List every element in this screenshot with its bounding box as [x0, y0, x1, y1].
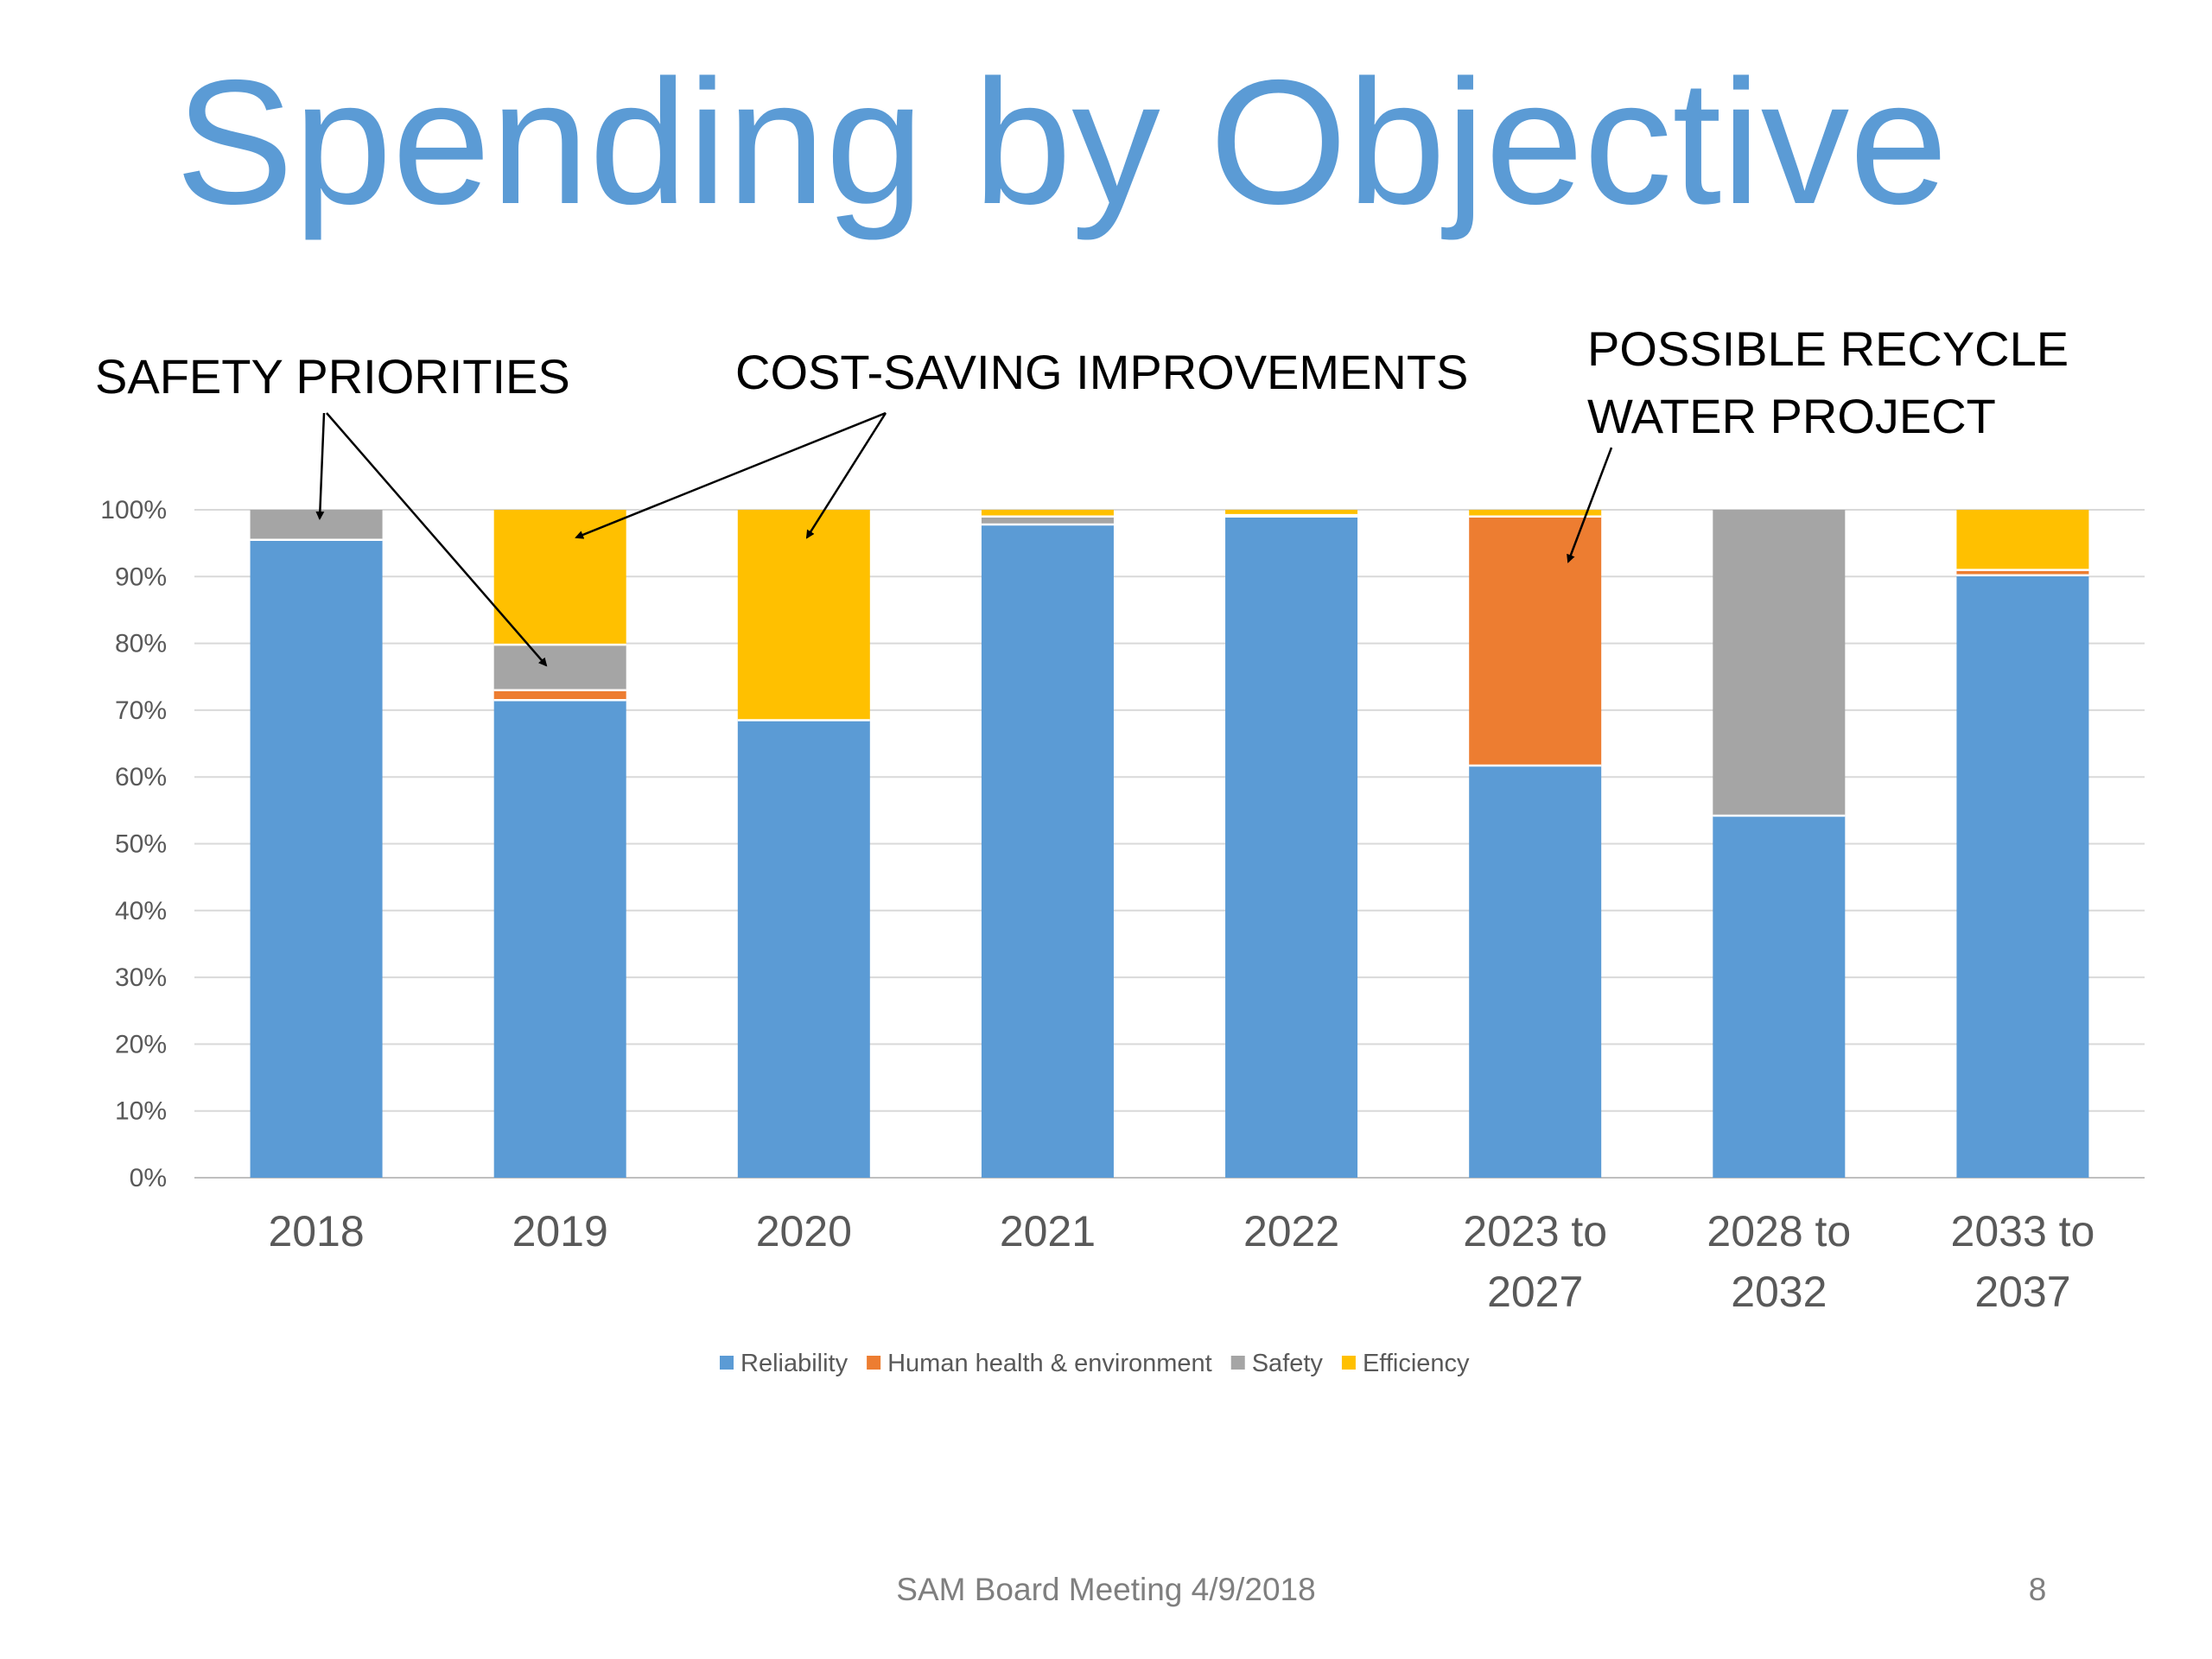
bar-reliability-2022: [1225, 516, 1358, 1178]
x-tick-label: 2021: [1000, 1207, 1096, 1255]
stacked-bar-chart: 0%10%20%30%40%50%60%70%80%90%100% 2018 20…: [100, 496, 2145, 1377]
annotation-recycle-label-line1: POSSIBLE RECYCLE: [1587, 321, 2069, 376]
annotation-safety-label: SAFETY PRIORITIES: [95, 349, 570, 404]
x-tick-label: 2028 to: [1707, 1207, 1851, 1255]
bar-human-health-environment-2019: [493, 690, 626, 701]
legend-label: Safety: [1252, 1350, 1324, 1377]
x-tick-label: 2037: [1974, 1268, 2070, 1316]
arrow-cost-2019: [575, 411, 887, 539]
x-tick-label: 2032: [1731, 1268, 1827, 1316]
bar-stack-2018: [250, 510, 383, 1178]
legend-swatch: [867, 1356, 881, 1370]
y-tick-label: 60%: [115, 763, 167, 791]
y-tick-label: 30%: [115, 963, 167, 992]
legend-swatch: [720, 1356, 734, 1370]
bar-safety-2021: [981, 516, 1114, 525]
arrow-safety-2018: [315, 412, 326, 520]
x-tick-label: 2033 to: [1951, 1207, 2095, 1255]
y-tick-label: 100%: [100, 496, 167, 524]
y-tick-label: 80%: [115, 630, 167, 658]
arrow-recycle: [1567, 447, 1613, 563]
y-tick-label: 10%: [115, 1097, 167, 1126]
bar-human-health-environment-2033-to-2037: [1956, 569, 2089, 575]
legend-swatch: [1230, 1356, 1245, 1370]
bar-reliability-2023-to-2027: [1469, 766, 1602, 1178]
bars: [250, 510, 2089, 1178]
x-tick-label: 2023 to: [1463, 1207, 1607, 1255]
legend-label: Efficiency: [1363, 1350, 1470, 1377]
legend-item-reliability: Reliability: [720, 1350, 849, 1377]
annotation-cost-saving: COST-SAVING IMPROVEMENTS: [735, 345, 1468, 399]
bar-efficiency-2021: [981, 510, 1114, 517]
bar-safety-2028-to-2032: [1713, 510, 1846, 817]
arrow-safety-2019: [326, 412, 548, 667]
x-tick-label: 2018: [268, 1207, 364, 1255]
annotation-safety-priorities: SAFETY PRIORITIES: [95, 349, 570, 404]
bar-human-health-environment-2023-to-2027: [1469, 516, 1602, 766]
y-tick-label: 90%: [115, 563, 167, 591]
bar-reliability-2028-to-2032: [1713, 816, 1846, 1178]
y-axis-tick-labels: 0% 10% 20% 30% 40% 50% 60% 70% 80% 90% 100%: [100, 496, 167, 1192]
x-tick-label: 2020: [756, 1207, 852, 1255]
legend-label: Reliability: [741, 1350, 849, 1377]
bar-efficiency-2033-to-2037: [1956, 510, 2089, 570]
bar-safety-2018: [250, 510, 383, 540]
bar-stack-2023-to-2027: [1469, 510, 1602, 1178]
bar-reliability-2019: [493, 700, 626, 1178]
bar-reliability-2021: [981, 524, 1114, 1178]
bar-stack-2028-to-2032: [1713, 510, 1846, 1178]
gridlines: [194, 509, 2145, 1179]
y-tick-label: 40%: [115, 897, 167, 925]
bar-reliability-2020: [737, 720, 870, 1178]
bar-efficiency-2023-to-2027: [1469, 510, 1602, 517]
legend-item-human-health-environment: Human health & environment: [867, 1350, 1212, 1377]
annotation-cost-label: COST-SAVING IMPROVEMENTS: [735, 345, 1468, 399]
legend-swatch: [1341, 1356, 1356, 1370]
bar-reliability-2033-to-2037: [1956, 575, 2089, 1178]
x-tick-label: 2022: [1243, 1207, 1339, 1255]
page-number: 8: [2029, 1572, 2047, 1607]
bar-stack-2022: [1225, 510, 1358, 1178]
annotation-recycle-water: POSSIBLE RECYCLE WATER PROJECT: [1587, 321, 2069, 443]
footer-text: SAM Board Meeting 4/9/2018: [896, 1572, 1315, 1607]
x-axis-tick-labels: 2018 2019 2020 2021 2022 2023 to 2027 2028 to 20…: [268, 1207, 2094, 1316]
bar-reliability-2018: [250, 539, 383, 1178]
x-tick-label: 2027: [1487, 1268, 1583, 1316]
legend: Reliability Human health & environment Saf…: [720, 1350, 1470, 1377]
annotation-arrows: [315, 411, 1613, 667]
arrow-cost-2020: [805, 412, 887, 539]
bar-safety-2019: [493, 645, 626, 690]
bar-stack-2021: [981, 510, 1114, 1178]
bar-stack-2033-to-2037: [1956, 510, 2089, 1178]
y-tick-label: 70%: [115, 696, 167, 725]
slide-title: Spending by Objective: [175, 43, 1948, 241]
y-tick-label: 50%: [115, 830, 167, 859]
legend-item-safety: Safety: [1230, 1350, 1324, 1377]
bar-stack-2020: [737, 510, 870, 1178]
y-tick-label: 20%: [115, 1030, 167, 1058]
x-tick-label: 2019: [512, 1207, 608, 1255]
annotation-recycle-label-line2: WATER PROJECT: [1587, 389, 1996, 443]
bar-efficiency-2019: [493, 510, 626, 645]
legend-label: Human health & environment: [887, 1350, 1212, 1377]
bar-efficiency-2020: [737, 510, 870, 721]
bar-stack-2019: [493, 510, 626, 1178]
y-tick-label: 0%: [130, 1164, 167, 1192]
bar-efficiency-2022: [1225, 510, 1358, 516]
legend-item-efficiency: Efficiency: [1341, 1350, 1470, 1377]
